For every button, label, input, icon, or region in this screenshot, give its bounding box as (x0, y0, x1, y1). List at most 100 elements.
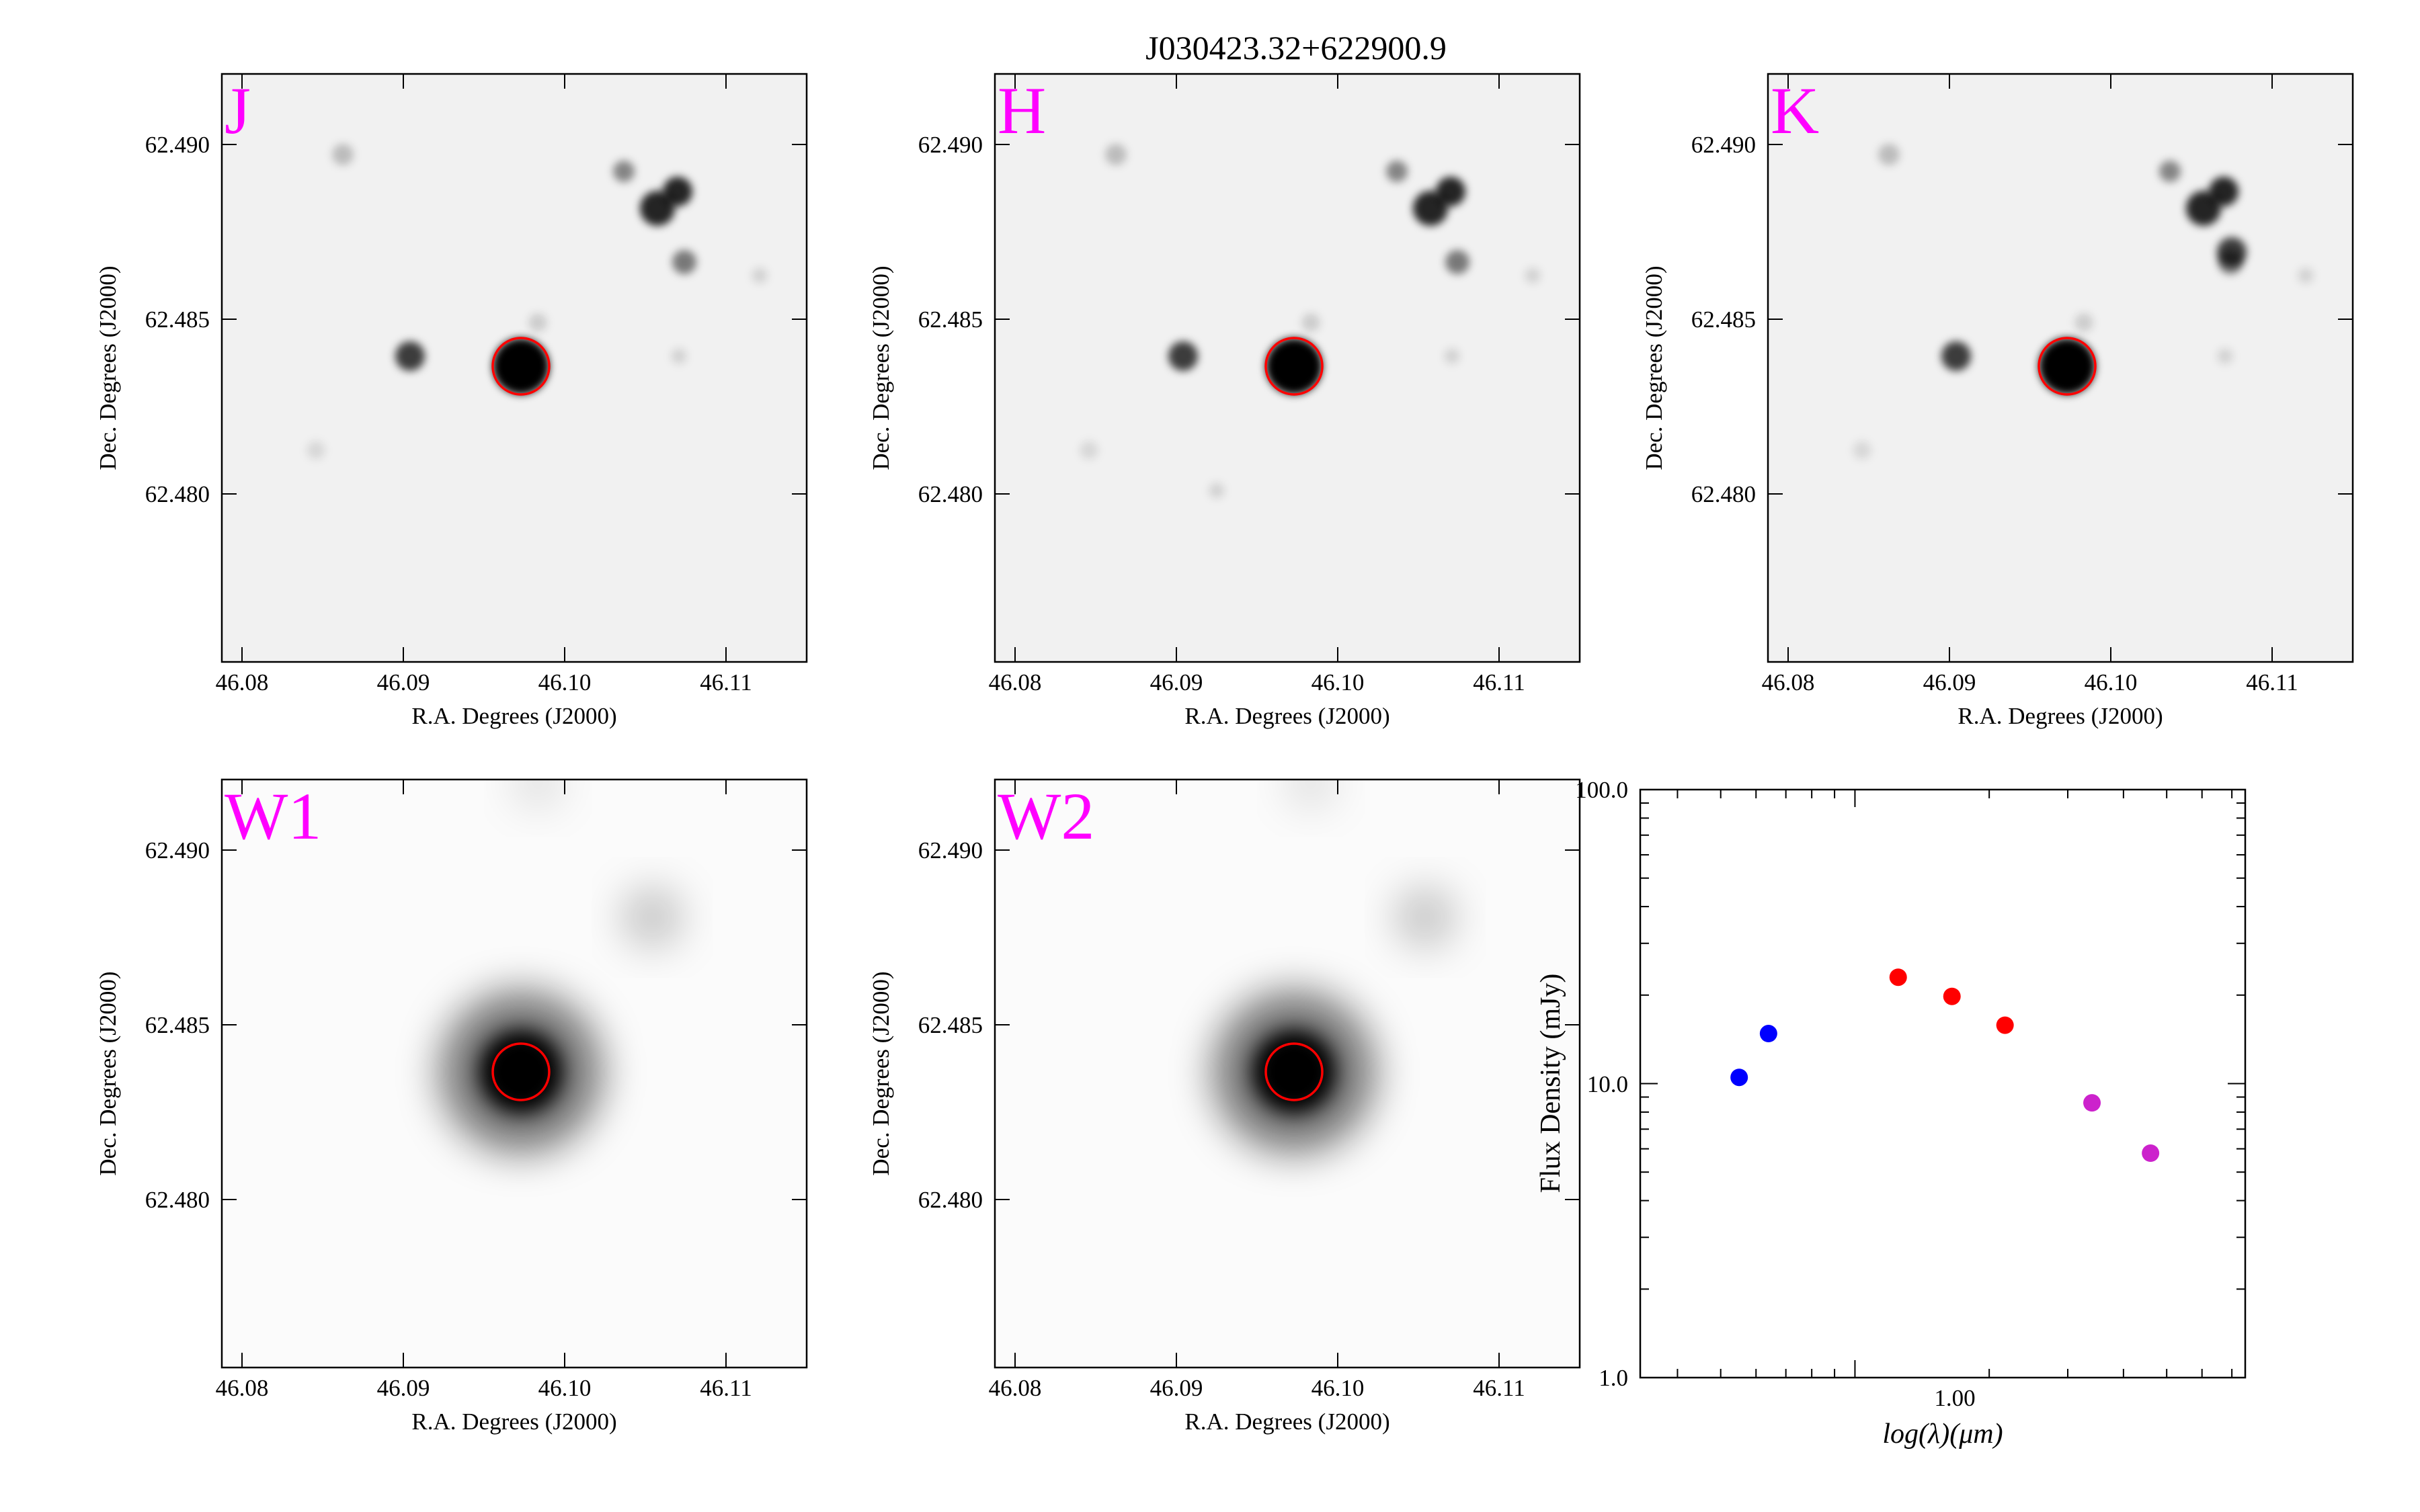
star-source (2074, 313, 2093, 332)
y-tick-label: 62.480 (918, 1187, 983, 1213)
x-tick-label: 46.10 (1312, 1375, 1365, 1401)
star-source (663, 177, 692, 206)
y-axis-title: Dec. Degrees (J2000) (95, 265, 121, 470)
panel-frame (994, 778, 1581, 1369)
y-tick-label: 62.485 (1691, 306, 1756, 333)
sed-data-point (1759, 1025, 1777, 1043)
band-label: W2 (998, 779, 1094, 853)
star-source (1436, 177, 1465, 206)
star-source (1445, 250, 1469, 274)
x-axis-title: R.A. Degrees (J2000) (411, 1409, 616, 1435)
star-source (479, 1030, 563, 1114)
star-source (1301, 313, 1320, 332)
star-source (1878, 144, 1900, 165)
aperture-circle (491, 1042, 551, 1101)
x-axis-title: R.A. Degrees (J2000) (411, 703, 616, 729)
x-tick-label: 46.09 (377, 669, 430, 696)
y-axis-title: Dec. Degrees (J2000) (95, 971, 121, 1175)
sed-data-point (1889, 968, 1907, 986)
y-tick-label: 62.490 (918, 132, 983, 158)
y-axis-title: Dec. Degrees (J2000) (1641, 265, 1667, 470)
cutout-image (1768, 74, 2353, 662)
cutout-image (222, 780, 807, 1368)
sed-y-tick-label: 1.0 (1599, 1365, 1628, 1391)
sed-data-point (2083, 1094, 2101, 1112)
y-tick-label: 62.485 (918, 306, 983, 333)
x-tick-label: 46.11 (1473, 1375, 1525, 1401)
x-tick-label: 46.09 (1923, 669, 1976, 696)
sed-x-tick-label: 1.00 (1934, 1385, 1975, 1411)
star-source (2039, 338, 2095, 394)
sed-x-axis-title: log(λ)(μm) (1882, 1419, 2003, 1450)
cutout-image (995, 780, 1580, 1368)
y-tick-label: 62.485 (145, 1012, 210, 1038)
star-source (613, 161, 635, 182)
y-tick-label: 62.485 (145, 306, 210, 333)
star-source (622, 887, 682, 948)
cutout-panel: 46.08 46.09 46.10 46.11 62.490 62.485 62.480 R.… (95, 778, 808, 1435)
x-axis-title: R.A. Degrees (J2000) (1958, 703, 2163, 729)
aperture-circle (1264, 1042, 1324, 1101)
star-source (1284, 780, 1338, 810)
star-source (752, 267, 768, 284)
y-tick-label: 62.480 (145, 1187, 210, 1213)
star-source (1941, 341, 1971, 371)
x-tick-label: 46.10 (538, 1375, 592, 1401)
star-source (2298, 267, 2314, 284)
x-tick-label: 46.11 (1473, 669, 1525, 696)
x-tick-label: 46.09 (377, 1375, 430, 1401)
y-tick-label: 62.480 (1691, 481, 1756, 507)
cutout-image (995, 74, 1580, 662)
panel-frame (220, 778, 808, 1369)
star-source (493, 338, 549, 394)
aperture-circle (1264, 337, 1324, 396)
sed-data-point (2142, 1144, 2160, 1163)
star-source (2217, 348, 2233, 364)
star-source (1395, 887, 1455, 948)
y-axis-title: Dec. Degrees (J2000) (868, 971, 894, 1175)
panel-frame (220, 73, 808, 663)
star-source (1525, 267, 1541, 284)
x-axis-title: R.A. Degrees (J2000) (1184, 1409, 1389, 1435)
cutout-panel: 46.08 46.09 46.10 46.11 62.490 62.485 62.480 R.… (95, 73, 808, 729)
cutout-image (222, 74, 807, 662)
y-tick-label: 62.490 (1691, 132, 1756, 158)
y-tick-label: 62.490 (145, 132, 210, 158)
x-axis-title: R.A. Degrees (J2000) (1184, 703, 1389, 729)
panel-frame (994, 73, 1581, 663)
y-tick-label: 62.490 (918, 837, 983, 864)
band-label: J (225, 73, 251, 148)
star-source (1209, 482, 1225, 499)
x-tick-label: 46.08 (1762, 669, 1815, 696)
star-source (672, 250, 696, 274)
aperture-circle (491, 337, 551, 396)
star-source (395, 341, 425, 371)
x-tick-label: 46.08 (216, 1375, 269, 1401)
sed-data-point (1730, 1068, 1748, 1087)
sed-ticks (1640, 789, 2245, 1378)
star-source (528, 313, 547, 332)
star-source (1168, 341, 1198, 371)
star-source (511, 780, 565, 810)
x-tick-label: 46.11 (700, 669, 752, 696)
star-source (332, 144, 354, 165)
sed-y-tick-label: 100.0 (1575, 777, 1628, 803)
aperture-circle (2038, 337, 2097, 396)
sed-plot: 100.0 10.0 1.0 1.00 log(λ)(μm) Flux Dens… (1535, 777, 2247, 1450)
panel-frame (1767, 73, 2354, 663)
star-source (307, 441, 325, 460)
band-label: K (1771, 73, 1819, 148)
star-source (1105, 144, 1127, 165)
sed-data-point (1943, 987, 1961, 1005)
x-tick-label: 46.08 (216, 669, 269, 696)
star-source (2217, 237, 2247, 267)
x-tick-label: 46.10 (2085, 669, 2138, 696)
y-axis-title: Dec. Degrees (J2000) (868, 265, 894, 470)
star-source (671, 348, 687, 364)
x-tick-label: 46.10 (538, 669, 592, 696)
sed-y-axis-title: Flux Density (mJy) (1535, 974, 1566, 1193)
cutout-panel: 46.08 46.09 46.10 46.11 62.490 62.485 62.480 R.… (868, 778, 1581, 1435)
y-tick-label: 62.480 (918, 481, 983, 507)
x-tick-label: 46.11 (700, 1375, 752, 1401)
